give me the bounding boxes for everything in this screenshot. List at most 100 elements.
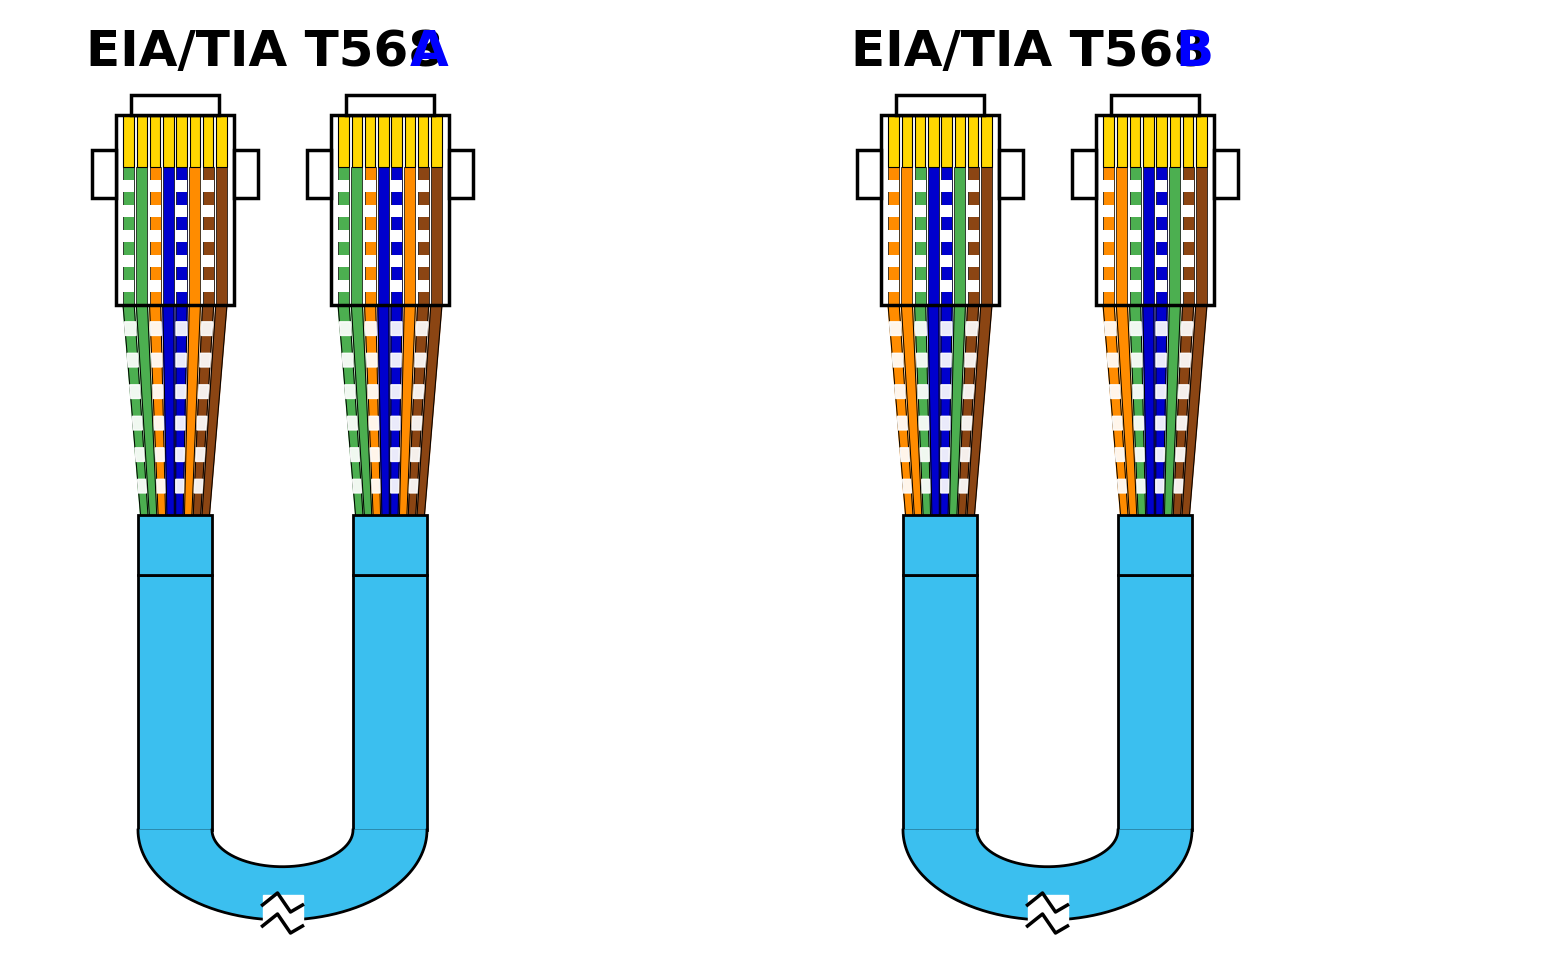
FancyBboxPatch shape bbox=[339, 179, 349, 192]
FancyBboxPatch shape bbox=[1130, 204, 1141, 218]
FancyBboxPatch shape bbox=[365, 255, 376, 268]
Polygon shape bbox=[153, 385, 162, 399]
FancyBboxPatch shape bbox=[1183, 115, 1194, 167]
FancyBboxPatch shape bbox=[391, 167, 402, 305]
Polygon shape bbox=[135, 448, 144, 461]
FancyBboxPatch shape bbox=[1112, 95, 1200, 115]
Polygon shape bbox=[352, 480, 362, 493]
Polygon shape bbox=[1028, 895, 1067, 933]
FancyBboxPatch shape bbox=[176, 255, 187, 268]
Polygon shape bbox=[391, 385, 400, 399]
FancyBboxPatch shape bbox=[417, 230, 428, 243]
FancyBboxPatch shape bbox=[417, 280, 428, 293]
Polygon shape bbox=[1115, 448, 1124, 461]
FancyBboxPatch shape bbox=[915, 115, 926, 167]
FancyBboxPatch shape bbox=[1169, 167, 1180, 305]
FancyBboxPatch shape bbox=[1130, 115, 1141, 167]
Polygon shape bbox=[942, 322, 952, 335]
FancyBboxPatch shape bbox=[1116, 115, 1127, 167]
Polygon shape bbox=[138, 830, 427, 920]
FancyBboxPatch shape bbox=[431, 167, 442, 305]
FancyBboxPatch shape bbox=[339, 115, 349, 167]
FancyBboxPatch shape bbox=[203, 179, 213, 192]
FancyBboxPatch shape bbox=[351, 115, 362, 167]
FancyBboxPatch shape bbox=[889, 230, 900, 243]
FancyBboxPatch shape bbox=[1142, 115, 1153, 167]
FancyBboxPatch shape bbox=[942, 115, 952, 167]
Polygon shape bbox=[138, 480, 147, 493]
Polygon shape bbox=[162, 305, 175, 515]
FancyBboxPatch shape bbox=[968, 115, 979, 167]
Polygon shape bbox=[928, 305, 940, 515]
Polygon shape bbox=[176, 448, 184, 461]
Polygon shape bbox=[942, 416, 949, 429]
Polygon shape bbox=[150, 305, 165, 515]
FancyBboxPatch shape bbox=[915, 179, 926, 192]
Polygon shape bbox=[156, 448, 164, 461]
Polygon shape bbox=[1175, 480, 1183, 493]
FancyBboxPatch shape bbox=[982, 115, 991, 167]
Polygon shape bbox=[1142, 305, 1155, 515]
FancyBboxPatch shape bbox=[889, 179, 900, 192]
Polygon shape bbox=[897, 416, 908, 429]
FancyBboxPatch shape bbox=[982, 167, 993, 305]
FancyBboxPatch shape bbox=[903, 575, 977, 830]
Text: EIA/TIA T568: EIA/TIA T568 bbox=[850, 28, 1207, 76]
Polygon shape bbox=[962, 416, 972, 429]
FancyBboxPatch shape bbox=[203, 230, 213, 243]
Polygon shape bbox=[349, 448, 359, 461]
FancyBboxPatch shape bbox=[150, 167, 161, 305]
Polygon shape bbox=[377, 305, 390, 515]
FancyBboxPatch shape bbox=[203, 204, 213, 218]
Polygon shape bbox=[920, 448, 929, 461]
FancyBboxPatch shape bbox=[1130, 280, 1141, 293]
Polygon shape bbox=[1173, 305, 1194, 515]
Polygon shape bbox=[1136, 480, 1146, 493]
FancyBboxPatch shape bbox=[176, 280, 187, 293]
Polygon shape bbox=[1164, 305, 1181, 515]
FancyBboxPatch shape bbox=[352, 575, 427, 830]
Polygon shape bbox=[133, 416, 142, 429]
Polygon shape bbox=[348, 416, 357, 429]
FancyBboxPatch shape bbox=[124, 115, 135, 167]
FancyBboxPatch shape bbox=[1104, 255, 1115, 268]
FancyBboxPatch shape bbox=[968, 204, 979, 218]
FancyBboxPatch shape bbox=[1130, 230, 1141, 243]
Polygon shape bbox=[152, 353, 162, 367]
FancyBboxPatch shape bbox=[176, 115, 187, 167]
Text: EIA/TIA T568: EIA/TIA T568 bbox=[87, 28, 444, 76]
Polygon shape bbox=[198, 385, 209, 399]
Polygon shape bbox=[968, 305, 993, 515]
Polygon shape bbox=[903, 480, 912, 493]
Polygon shape bbox=[960, 448, 969, 461]
FancyBboxPatch shape bbox=[138, 515, 212, 575]
Polygon shape bbox=[156, 480, 165, 493]
Polygon shape bbox=[940, 305, 952, 515]
Polygon shape bbox=[915, 305, 931, 515]
FancyBboxPatch shape bbox=[203, 167, 213, 305]
Polygon shape bbox=[371, 448, 379, 461]
FancyBboxPatch shape bbox=[1156, 115, 1167, 167]
FancyBboxPatch shape bbox=[1130, 255, 1141, 268]
FancyBboxPatch shape bbox=[124, 179, 135, 192]
FancyBboxPatch shape bbox=[968, 230, 979, 243]
Polygon shape bbox=[901, 305, 921, 515]
FancyBboxPatch shape bbox=[417, 179, 428, 192]
FancyBboxPatch shape bbox=[915, 280, 926, 293]
Polygon shape bbox=[176, 322, 187, 335]
FancyBboxPatch shape bbox=[150, 204, 161, 218]
FancyBboxPatch shape bbox=[124, 280, 135, 293]
FancyBboxPatch shape bbox=[889, 280, 900, 293]
FancyBboxPatch shape bbox=[1156, 255, 1167, 268]
Polygon shape bbox=[371, 480, 380, 493]
Polygon shape bbox=[920, 416, 929, 429]
Polygon shape bbox=[1181, 322, 1192, 335]
FancyBboxPatch shape bbox=[417, 204, 428, 218]
FancyBboxPatch shape bbox=[365, 230, 376, 243]
FancyBboxPatch shape bbox=[889, 115, 898, 167]
FancyBboxPatch shape bbox=[928, 167, 938, 305]
FancyBboxPatch shape bbox=[1104, 204, 1115, 218]
FancyBboxPatch shape bbox=[915, 167, 926, 305]
FancyBboxPatch shape bbox=[339, 280, 349, 293]
FancyBboxPatch shape bbox=[203, 280, 213, 293]
